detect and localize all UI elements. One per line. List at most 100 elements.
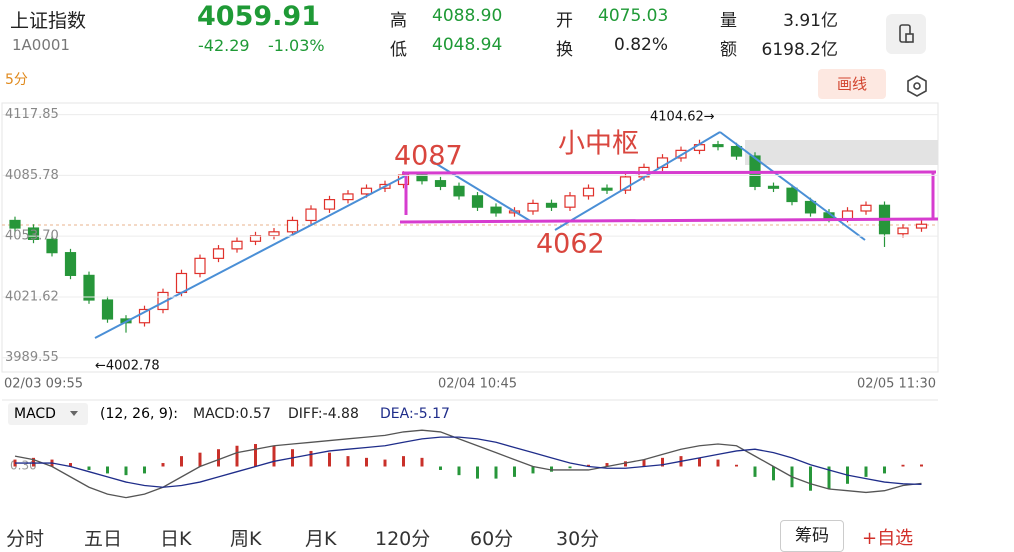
macd-bar [716, 459, 720, 467]
annotation: 4104.62→ [650, 110, 715, 125]
candle-body [915, 223, 928, 229]
candle-body [194, 257, 206, 275]
candle-body [804, 200, 817, 214]
draw-button-label: 画线 [836, 75, 867, 93]
pivot-bottom [399, 217, 939, 224]
candle-body [249, 235, 262, 242]
price: 4059.91 [197, 1, 320, 32]
macd-bar [605, 463, 609, 467]
tab[interactable]: +自选 [862, 528, 914, 549]
tab[interactable]: 五日 [84, 528, 123, 550]
stat-label: 低 [390, 40, 407, 60]
stock-name: 上证指数 [10, 10, 87, 32]
macd-bar [180, 456, 183, 467]
candle-body [175, 272, 188, 294]
candle-body [231, 240, 243, 250]
indicator-readout: MACD:0.57 [193, 406, 271, 422]
macd-bar [124, 466, 128, 476]
candle-body [564, 195, 576, 208]
macd-bar [476, 466, 479, 479]
macd-bar [309, 450, 313, 467]
trend-lines [94, 131, 866, 339]
y-tick-label: 3989.55 [5, 350, 59, 365]
indicator-params: (12, 26, 9): [100, 406, 178, 422]
candle-body [490, 206, 502, 214]
macd-bar [735, 464, 738, 467]
macd-bar [402, 456, 405, 467]
candle-body [64, 252, 77, 276]
stat-label: 开 [556, 11, 573, 31]
y-tick-label: 4053.70 [5, 229, 59, 244]
rotate-button[interactable] [886, 14, 926, 54]
candle-body [897, 227, 909, 235]
macd-bar [661, 457, 664, 467]
x-tick-label: 02/03 09:55 [4, 377, 83, 392]
candle-body [9, 219, 21, 229]
candle-body [730, 145, 743, 157]
trend-line [429, 159, 533, 223]
tab[interactable]: 30分 [556, 528, 600, 550]
y-tick-label: 4085.78 [5, 168, 59, 183]
macd-bar [87, 466, 91, 470]
macd-bar [365, 457, 368, 467]
macd-bar [901, 464, 905, 467]
macd-bar [827, 466, 831, 489]
pivot-box [399, 170, 939, 224]
period-label[interactable]: 5分 [5, 72, 28, 88]
candle-body [138, 308, 151, 324]
shaded-zone [745, 140, 938, 165]
tab[interactable]: 分时 [6, 528, 45, 550]
macd-bar [531, 466, 535, 474]
macd-bar [383, 459, 387, 467]
indicator-readout: DIFF:-4.88 [288, 406, 359, 422]
main-panel [1, 102, 939, 373]
macd-bar [346, 456, 350, 467]
macd-bar [494, 466, 498, 479]
candle-body [841, 210, 854, 220]
macd-bar [420, 457, 424, 467]
candle-body [712, 144, 724, 148]
macd-bar [69, 463, 72, 467]
tab[interactable]: 日K [160, 528, 192, 550]
tab-button[interactable]: 筹码 [780, 520, 844, 552]
macd-bar [753, 466, 757, 477]
candle-body [268, 231, 280, 237]
macd-bar [550, 466, 553, 472]
rotate-icon [899, 24, 914, 43]
x-tick-label: 02/05 11:30 [857, 377, 936, 392]
macd-bar [254, 444, 257, 467]
candle-body [471, 195, 484, 208]
stat-value: 0.82% [614, 35, 669, 55]
candle-body [286, 219, 299, 233]
macd-bar [642, 459, 646, 467]
tab[interactable]: 月K [305, 528, 337, 550]
stat-label: 换 [556, 40, 573, 60]
draw-button[interactable]: 画线 [818, 69, 886, 99]
macd-bar [864, 466, 868, 477]
macd-line [15, 436, 922, 488]
indicator-name: MACD [14, 406, 56, 422]
chart-area: 3989.55 4021.62 4053.70 4085.78 4117.85 02/03… [1, 102, 939, 499]
candle-body [786, 187, 798, 203]
y-tick-label: 4117.85 [5, 107, 59, 122]
settings-icon[interactable] [904, 73, 930, 99]
stat-value: 3.91亿 [783, 11, 838, 31]
candle-body [545, 202, 558, 208]
indicator-select[interactable] [8, 403, 88, 425]
candle-body [453, 185, 465, 197]
candle-body [860, 204, 872, 212]
x-tick-label: 02/04 10:45 [438, 377, 517, 392]
y-tick-label: 4021.62 [5, 289, 59, 304]
candle-body [83, 274, 95, 301]
macd-bar [235, 445, 239, 467]
macd-bar [328, 452, 331, 467]
candle-body [46, 238, 58, 254]
candle-body [101, 299, 114, 320]
stat-label: 额 [720, 40, 737, 60]
scale-label: 0.30 [10, 459, 37, 473]
tab[interactable]: 周K [230, 528, 262, 550]
tab[interactable]: 120分 [375, 528, 431, 550]
macd-bar [106, 466, 109, 474]
tab[interactable]: 60分 [470, 528, 514, 550]
